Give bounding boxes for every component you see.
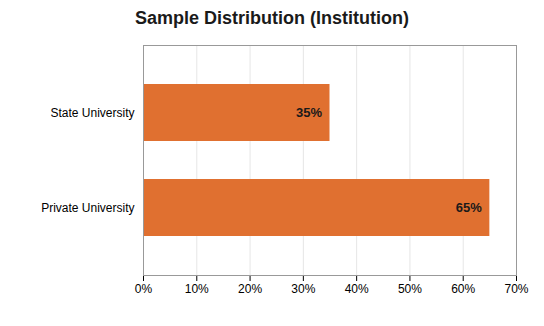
svg-text:60%: 60% bbox=[451, 282, 475, 296]
svg-text:70%: 70% bbox=[504, 282, 528, 296]
svg-text:State University: State University bbox=[50, 106, 134, 120]
svg-text:0%: 0% bbox=[135, 282, 153, 296]
svg-text:Private University: Private University bbox=[41, 201, 134, 215]
svg-text:35%: 35% bbox=[296, 105, 322, 120]
svg-text:30%: 30% bbox=[291, 282, 315, 296]
svg-text:10%: 10% bbox=[185, 282, 209, 296]
svg-text:40%: 40% bbox=[345, 282, 369, 296]
html-text:Sample Distribution (Instituti: Sample Distribution (Institution) bbox=[135, 8, 409, 28]
svg-text:65%: 65% bbox=[456, 200, 482, 215]
svg-text:20%: 20% bbox=[238, 282, 262, 296]
svg-text:50%: 50% bbox=[398, 282, 422, 296]
